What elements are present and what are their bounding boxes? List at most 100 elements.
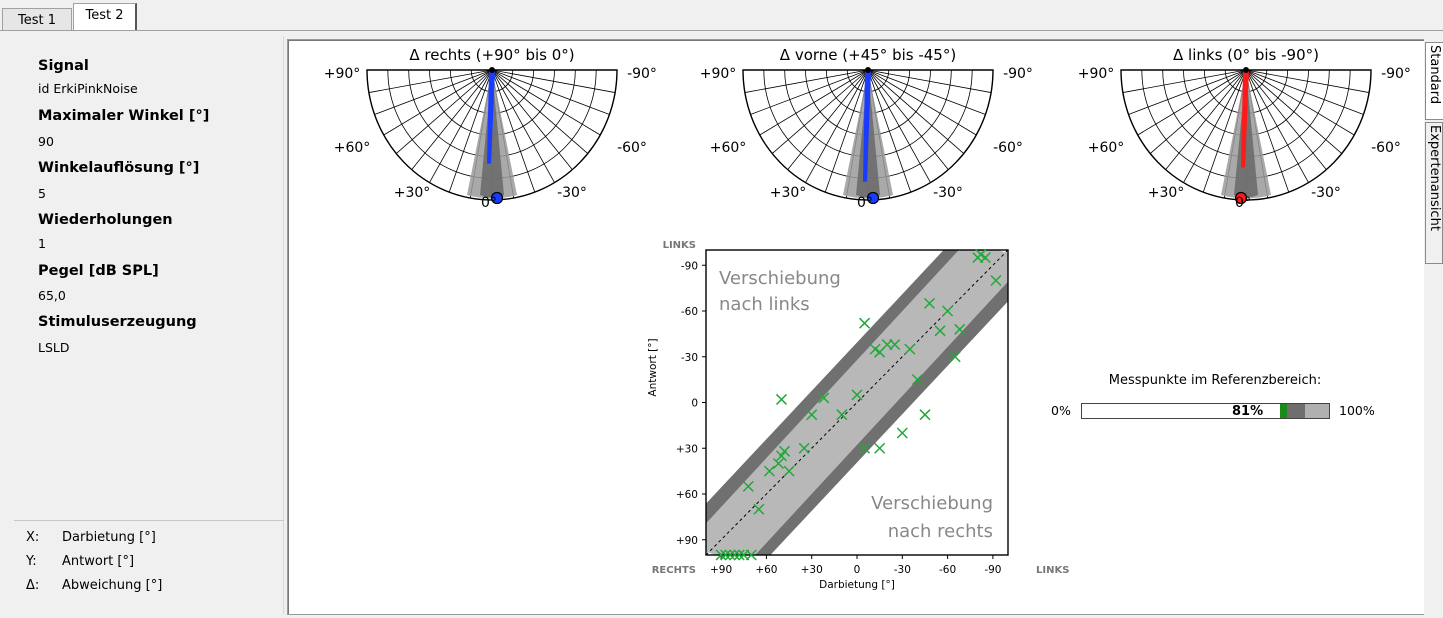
point-stroke-b <box>851 389 863 401</box>
tab-test-1[interactable]: Test 1 <box>2 8 72 30</box>
scatter-point <box>772 457 785 470</box>
scatter-point <box>763 465 775 477</box>
polar-needle <box>487 70 495 164</box>
polar-spoke <box>1165 69 1247 170</box>
scatter-point <box>949 351 961 363</box>
polar-label-minus30: -30° <box>933 185 963 201</box>
polar-needle <box>1241 70 1249 168</box>
scatter-bands <box>706 250 1008 555</box>
polar-dot <box>866 191 880 205</box>
point-stroke-b <box>975 249 987 261</box>
param-value-resolution: 5 <box>38 186 46 201</box>
scatter-point <box>942 305 954 317</box>
polar-spoke <box>824 69 869 193</box>
scatter-point <box>806 409 818 421</box>
polar-title: Δ vorne (+45° bis -45°) <box>780 46 956 64</box>
point-stroke-b <box>942 305 954 317</box>
polar-spoke <box>491 69 573 170</box>
polar-spoke <box>491 69 616 93</box>
polar-spoke <box>1245 69 1364 115</box>
point-stroke-b <box>990 274 1002 287</box>
polar-label-plus90: +90° <box>700 66 737 82</box>
scatter-point <box>818 392 830 404</box>
polar-spoke <box>787 69 869 170</box>
polar-plot-3: Δ links (0° bis -90°) +90° -90° +60° -60° +30… <box>1078 46 1411 211</box>
point-stroke-b <box>934 325 946 337</box>
polar-dot <box>1234 191 1248 205</box>
param-value-signal: id ErkiPinkNoise <box>38 81 138 96</box>
polar-spoke <box>759 69 869 136</box>
y-tick-label: 0 <box>691 398 698 410</box>
point-stroke-b <box>772 457 785 470</box>
polar-label-minus60: -60° <box>1371 140 1401 156</box>
progress-marker <box>1280 404 1287 418</box>
scatter-point <box>742 480 754 492</box>
legend-x: X: Darbietung [°] <box>26 530 156 545</box>
param-label-repetitions: Wiederholungen <box>38 212 173 228</box>
side-tab-expert[interactable]: Expertenansicht <box>1425 122 1443 264</box>
progress-value: 81% <box>1232 404 1264 419</box>
scatter-point <box>836 409 848 421</box>
tab-test-2[interactable]: Test 2 <box>73 3 137 31</box>
side-tab-standard[interactable]: Standard <box>1425 42 1443 120</box>
point-stroke-b <box>896 427 908 439</box>
point-stroke-b <box>889 339 901 351</box>
polar-title: Δ links (0° bis -90°) <box>1173 46 1319 64</box>
polar-spoke <box>867 69 986 115</box>
param-value-level: 65,0 <box>38 288 66 303</box>
x-tick-label: -30 <box>894 564 911 576</box>
polar-spoke <box>805 69 869 183</box>
x-tick-label: -60 <box>939 564 956 576</box>
legend-delta: Δ: Abweichung [°] <box>26 578 163 593</box>
scatter-plot: -90 -60 -30 0 +30 +60 +90 +90 +60 +30 0 -30 -60 -90 Da… <box>647 240 1069 591</box>
corner-label-rechts: RECHTS <box>652 565 696 576</box>
polar-label-minus60: -60° <box>617 140 647 156</box>
polar-label-minus90: -90° <box>627 66 657 82</box>
point-stroke-b <box>806 409 818 421</box>
progress-min-label: 0% <box>1051 403 1071 418</box>
scatter-point <box>753 503 765 515</box>
polar-spoke <box>1183 69 1247 183</box>
scatter-point <box>720 549 732 561</box>
corner-label-links-top: LINKS <box>663 240 696 251</box>
tab-bar: Test 1 Test 2 <box>0 0 1443 31</box>
polar-title: Δ rechts (+90° bis 0°) <box>409 46 574 64</box>
param-label-signal: Signal <box>38 58 89 74</box>
point-stroke-b <box>724 549 736 561</box>
polar-spoke <box>867 69 931 183</box>
polar-spoke <box>1137 69 1247 136</box>
x-tick-label: -90 <box>984 564 1001 576</box>
polar-spoke <box>491 69 536 193</box>
polar-label-plus60: +60° <box>334 140 371 156</box>
scatter-point <box>783 465 795 477</box>
scatter-point <box>889 339 901 351</box>
polar-spoke <box>491 69 555 183</box>
scatter-point <box>859 317 871 329</box>
point-stroke-b <box>729 549 741 561</box>
polar-label-zero: 0° <box>481 195 497 211</box>
polar-label-minus30: -30° <box>1311 185 1341 201</box>
scatter-point <box>724 549 736 561</box>
scatter-point <box>954 323 966 335</box>
scatter-point <box>896 427 908 439</box>
x-tick-label: +30 <box>801 564 823 576</box>
param-label-level: Pegel [dB SPL] <box>38 263 159 279</box>
scatter-point <box>775 393 788 405</box>
polar-center <box>865 67 871 73</box>
y-axis-title: Antwort [°] <box>647 338 659 396</box>
shift-left-line2: nach links <box>719 294 810 315</box>
param-value-max-angle: 90 <box>38 134 54 149</box>
progress-band-light <box>1305 404 1329 418</box>
result-panel: Δ rechts (+90° bis 0°) +90° -90° +60° -60° +3… <box>287 39 1424 615</box>
polar-spoke <box>491 69 610 115</box>
corner-label-links-bottom: LINKS <box>1036 565 1069 576</box>
param-label-stimulus: Stimuluserzeugung <box>38 314 197 330</box>
y-tick-label: +90 <box>676 535 698 547</box>
param-value-repetitions: 1 <box>38 236 46 251</box>
polar-plot-2: Δ vorne (+45° bis -45°) +90° -90° +60° -60° +… <box>700 46 1033 211</box>
scatter-point <box>729 549 741 561</box>
band-inner <box>706 250 1008 555</box>
polar-label-minus90: -90° <box>1381 66 1411 82</box>
progress-band-dark <box>1287 404 1305 418</box>
